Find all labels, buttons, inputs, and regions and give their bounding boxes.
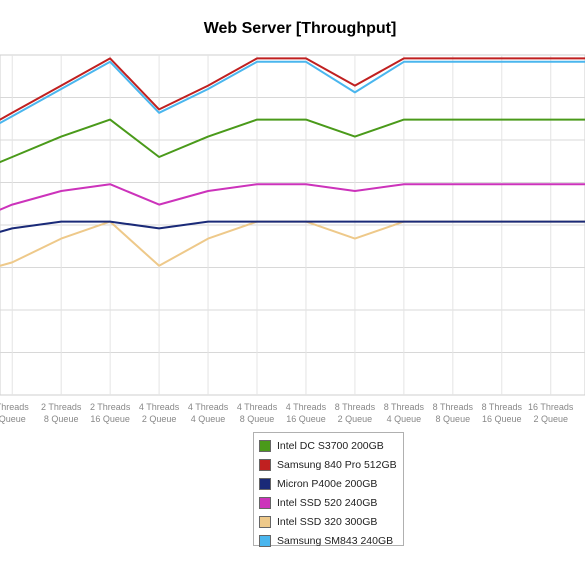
x-tick-label: 2 Threads <box>41 402 82 412</box>
x-tick-label: 4 Queue <box>387 414 422 424</box>
x-tick-label: 2 Threads <box>90 402 131 412</box>
series-line-samsung-840-pro-512gb <box>0 57 585 121</box>
line-chart: Threads Queue 2 Threads 8 Queue 2 Threads 16 … <box>0 54 585 424</box>
legend-entry: Intel DC S3700 200GB <box>259 436 403 455</box>
x-tick-label: Threads <box>0 402 29 412</box>
x-tick-label: 4 Threads <box>139 402 180 412</box>
x-tick-label: 4 Threads <box>188 402 229 412</box>
x-tick-label: 4 Threads <box>286 402 327 412</box>
legend-label: Intel DC S3700 200GB <box>277 439 384 452</box>
legend-swatch <box>259 458 271 471</box>
x-tick-label: 8 Queue <box>44 414 79 424</box>
legend-swatch <box>259 439 271 452</box>
x-tick-label: 4 Threads <box>237 402 278 412</box>
x-tick-label: 16 Queue <box>90 414 130 424</box>
x-tick-label: 8 Threads <box>384 402 425 412</box>
x-tick-label: 16 Threads <box>528 402 574 412</box>
chart-title: Web Server [Throughput] <box>203 20 397 37</box>
x-tick-label: 4 Queue <box>191 414 226 424</box>
legend-label: Intel SSD 320 300GB <box>277 515 378 528</box>
series-line-intel-dc-s3700-200gb <box>0 118 585 164</box>
x-tick-label: 8 Threads <box>335 402 376 412</box>
legend-swatch <box>259 515 271 528</box>
legend-label: Samsung SM843 240GB <box>277 534 394 547</box>
legend-swatch <box>259 477 271 490</box>
legend-entry: Samsung SM843 240GB <box>259 531 403 550</box>
x-tick-label: Queue <box>0 414 26 424</box>
legend-swatch <box>259 496 271 509</box>
x-tick-label: 8 Threads <box>433 402 474 412</box>
series-line-micron-p400e-200gb <box>0 220 585 233</box>
x-tick-label: 8 Threads <box>482 402 523 412</box>
x-tick-label: 8 Queue <box>436 414 471 424</box>
legend-label: Intel SSD 520 240GB <box>277 496 378 509</box>
legend-entry: Intel SSD 320 300GB <box>259 512 403 531</box>
x-tick-label: 2 Queue <box>533 414 568 424</box>
legend-entry: Micron P400e 200GB <box>259 474 403 493</box>
x-tick-label: 2 Queue <box>142 414 177 424</box>
legend-swatch <box>259 534 271 547</box>
x-tick-label: 8 Queue <box>240 414 275 424</box>
legend-entry: Samsung 840 Pro 512GB <box>259 455 403 474</box>
legend: Intel DC S3700 200GB Samsung 840 Pro 512G… <box>253 432 404 547</box>
x-tick-label: 16 Queue <box>482 414 522 424</box>
series-line-intel-ssd-520-240gb <box>0 183 585 211</box>
x-tick-label: 16 Queue <box>286 414 326 424</box>
series-line-samsung-sm843-240gb <box>0 60 585 125</box>
legend-entry: Intel SSD 520 240GB <box>259 493 403 512</box>
legend-label: Micron P400e 200GB <box>277 477 378 490</box>
legend-label: Samsung 840 Pro 512GB <box>277 458 397 471</box>
x-tick-label: 2 Queue <box>338 414 373 424</box>
